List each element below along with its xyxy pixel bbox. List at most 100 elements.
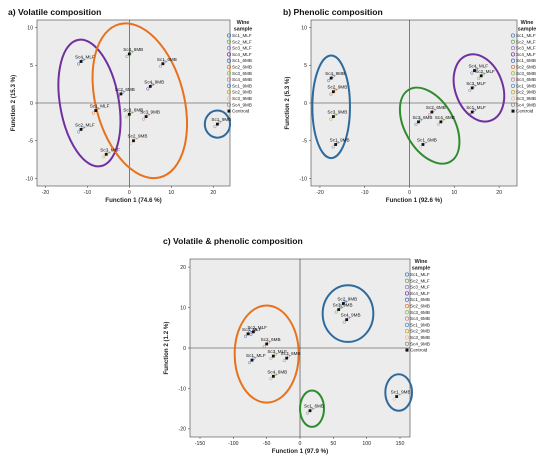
point-label: Sc1_MLF xyxy=(90,104,110,109)
y-tick-label: 0 xyxy=(30,101,33,107)
case-marker xyxy=(331,145,335,149)
point-label: Sc4_6MB xyxy=(267,369,287,374)
case-marker xyxy=(102,155,106,159)
point-label: Sc1_9MB xyxy=(211,117,231,122)
centroid-marker xyxy=(334,143,338,146)
y-tick-label: 0 xyxy=(183,346,186,352)
centroid-marker xyxy=(79,60,83,63)
x-tick-label: 100 xyxy=(362,441,371,447)
centroid-marker xyxy=(265,342,269,346)
case-marker xyxy=(163,60,167,64)
case-marker xyxy=(472,108,476,112)
point-label: Sc3_MLF xyxy=(466,81,486,86)
case-marker xyxy=(329,92,333,96)
legend-title: sample xyxy=(412,266,431,272)
centroid-marker xyxy=(337,308,341,311)
legend-entry: Sc1_MLF xyxy=(410,272,430,277)
panel-2: b) Phenolic composition -20 -10 0 10 20 -10 -5 0… xyxy=(283,7,536,204)
centroid-marker xyxy=(331,90,335,94)
y-axis-title: Function 2 (1.2 %) xyxy=(163,322,170,375)
legend-marker xyxy=(510,64,516,70)
case-marker xyxy=(248,330,252,334)
point-label: Sc1_6MB xyxy=(304,404,324,409)
y-tick-label: -10 xyxy=(300,176,308,182)
legend-marker xyxy=(510,46,516,51)
legend-entry: Sc3_MLF xyxy=(516,46,536,51)
case-marker xyxy=(267,340,271,344)
x-tick-label: 20 xyxy=(210,190,216,196)
legend-entry: Sc3_MLF xyxy=(232,46,252,51)
panel-title: a) Volatile composition xyxy=(8,7,101,17)
point-label: Sc4_MLF xyxy=(468,64,488,69)
case-marker xyxy=(481,72,485,76)
group-ellipse xyxy=(299,389,325,428)
case-marker xyxy=(158,64,162,68)
case-marker xyxy=(121,90,125,94)
legend-entry: Sc4_9MB xyxy=(410,341,430,346)
legend-entry: Sc3_9MB xyxy=(516,96,536,101)
y-tick-label: 20 xyxy=(180,265,186,271)
x-tick-label: -10 xyxy=(361,190,369,196)
panel-title: b) Phenolic composition xyxy=(283,7,383,17)
legend-marker xyxy=(510,71,516,76)
case-marker xyxy=(329,117,333,121)
case-marker xyxy=(414,122,418,126)
legend-entry: Sc1_9MB xyxy=(410,322,430,327)
legend-title: sample xyxy=(234,27,253,33)
x-tick-label: 50 xyxy=(330,441,336,447)
legend-marker xyxy=(226,39,232,44)
legend-title: Wine xyxy=(521,20,534,26)
y-tick-label: -5 xyxy=(28,139,33,145)
legend-entry: Sc2_9MB xyxy=(410,329,430,334)
y-axis-title: Function 2 (5.3 %) xyxy=(284,77,291,130)
point-label: Sc3_9MB xyxy=(333,303,353,308)
case-marker xyxy=(427,113,431,117)
centroid-marker xyxy=(104,152,108,156)
point-label: Sc1_6MB xyxy=(417,138,437,143)
case-marker xyxy=(436,122,440,126)
case-marker xyxy=(334,310,338,314)
group-ellipse xyxy=(91,22,189,180)
legend-entry: Sc3_6MB xyxy=(410,310,430,315)
panel-title: c) Volatile & phenolic composition xyxy=(163,236,303,246)
legend-marker xyxy=(404,341,410,346)
legend-marker xyxy=(404,291,410,296)
point-label: Sc2_6MB xyxy=(115,87,135,92)
case-marker xyxy=(243,334,248,338)
group-ellipse xyxy=(203,109,231,139)
case-marker xyxy=(287,354,291,358)
case-marker xyxy=(470,71,474,75)
case-marker xyxy=(397,392,401,397)
case-marker xyxy=(477,76,481,80)
point-label: Sc1_MLF xyxy=(466,105,486,110)
panel-1: a) Volatile composition -20 -10 0 10 20 -10 -5 0… xyxy=(8,7,252,204)
legend-marker xyxy=(510,39,516,44)
legend-entry: Sc2_MLF xyxy=(410,278,430,283)
legend-entry: Centroid xyxy=(232,109,250,114)
centroid-marker xyxy=(331,115,335,118)
case-marker xyxy=(217,120,221,124)
legend-entry: Sc2_9MB xyxy=(232,90,252,95)
group-ellipse xyxy=(398,86,461,165)
case-marker xyxy=(423,140,427,145)
legend-marker xyxy=(510,58,516,63)
y-tick-label: 10 xyxy=(180,305,186,311)
legend-entry: Sc1_6MB xyxy=(410,297,430,302)
centroid-marker xyxy=(285,356,289,360)
legend-marker xyxy=(511,109,515,113)
legend-marker xyxy=(404,322,410,327)
point-label: Sc1_9MB xyxy=(330,138,350,143)
y-tick-label: 5 xyxy=(304,63,307,69)
case-marker xyxy=(262,344,266,349)
legend-marker xyxy=(226,96,232,101)
legend-marker xyxy=(226,52,232,57)
legend: WinesampleSc1_MLFSc2_MLFSc3_MLFSc4_MLFSc… xyxy=(226,20,253,114)
legend-entry: Sc4_9MB xyxy=(516,102,536,107)
legend-marker xyxy=(510,83,516,88)
centroid-marker xyxy=(148,85,152,88)
point-label: Sc2_9MB xyxy=(337,297,357,302)
legend-title: Wine xyxy=(237,20,250,26)
case-marker xyxy=(392,397,396,401)
legend-marker xyxy=(510,52,516,57)
centroid-marker xyxy=(94,109,98,112)
